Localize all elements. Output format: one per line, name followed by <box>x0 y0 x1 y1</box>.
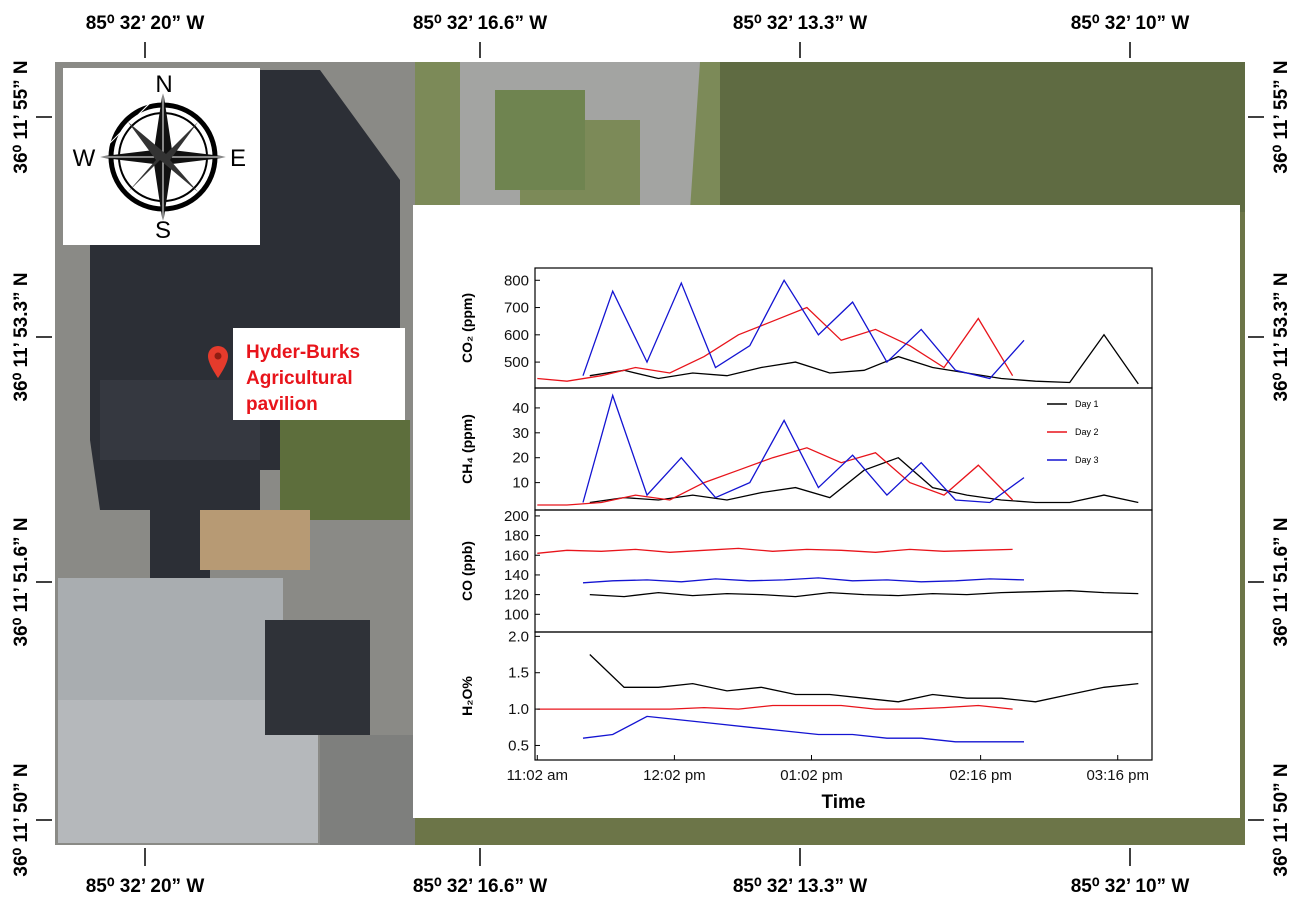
coord-label: 36⁰ 11’ 51.6” N <box>1271 517 1292 646</box>
x-tick-label: 03:16 pm <box>1086 767 1149 784</box>
coord-label: 85⁰ 32’ 16.6” W <box>413 13 547 34</box>
y-tick-label: 200 <box>504 508 529 525</box>
y-tick-label: 0.5 <box>508 737 529 754</box>
compass-east: E <box>230 145 246 172</box>
place-label: Agricultural <box>246 368 353 389</box>
compass-south: S <box>155 217 171 244</box>
coord-label: 36⁰ 11’ 55” N <box>1271 60 1292 173</box>
y-tick-label: 700 <box>504 300 529 317</box>
coord-label: 36⁰ 11’ 51.6” N <box>11 517 32 646</box>
legend-label: Day 3 <box>1075 455 1099 465</box>
x-tick-label: 01:02 pm <box>780 767 843 784</box>
x-tick-label: 11:02 am <box>507 767 568 784</box>
coord-label: 36⁰ 11’ 53.3” N <box>1271 272 1292 401</box>
y-axis-label: H₂O% <box>459 676 475 716</box>
compass-west: W <box>73 145 96 172</box>
y-tick-label: 140 <box>504 567 529 584</box>
place-label: pavilion <box>246 394 318 415</box>
y-tick-label: 10 <box>512 475 529 492</box>
y-tick-label: 160 <box>504 547 529 564</box>
coord-label: 85⁰ 32’ 13.3” W <box>733 13 867 34</box>
y-tick-label: 600 <box>504 327 529 344</box>
y-tick-label: 500 <box>504 354 529 371</box>
place-marker: Hyder-Burks Agricultural pavilion <box>208 328 405 420</box>
coord-label: 36⁰ 11’ 50” N <box>1271 763 1292 876</box>
coord-label: 36⁰ 11’ 55” N <box>11 60 32 173</box>
y-tick-label: 120 <box>504 587 529 604</box>
y-tick-label: 30 <box>512 425 529 442</box>
y-tick-label: 20 <box>512 450 529 467</box>
coord-label: 36⁰ 11’ 50” N <box>11 763 32 876</box>
figure: N E S W Hyder-Burks Agricultural pavilio… <box>0 0 1294 899</box>
coord-label: 85⁰ 32’ 10” W <box>1071 876 1190 897</box>
y-tick-label: 800 <box>504 272 529 289</box>
y-tick-label: 40 <box>512 400 529 417</box>
y-axis-label: CH₄ (ppm) <box>459 414 475 484</box>
x-tick-label: 02:16 pm <box>949 767 1012 784</box>
y-tick-label: 1.0 <box>508 701 529 718</box>
legend-label: Day 1 <box>1075 399 1099 409</box>
place-label: Hyder-Burks <box>246 342 360 363</box>
y-tick-label: 180 <box>504 528 529 545</box>
x-axis-label: Time <box>821 792 865 813</box>
coord-label: 85⁰ 32’ 20” W <box>86 876 205 897</box>
page: N E S W Hyder-Burks Agricultural pavilio… <box>0 0 1294 904</box>
compass-north: N <box>155 71 172 98</box>
coord-label: 85⁰ 32’ 20” W <box>86 13 205 34</box>
coord-label: 36⁰ 11’ 53.3” N <box>11 272 32 401</box>
y-tick-label: 100 <box>504 606 529 623</box>
coord-label: 85⁰ 32’ 10” W <box>1071 13 1190 34</box>
coord-label: 85⁰ 32’ 16.6” W <box>413 876 547 897</box>
legend-label: Day 2 <box>1075 427 1099 437</box>
y-axis-label: CO (ppb) <box>459 541 475 601</box>
y-tick-label: 1.5 <box>508 665 529 682</box>
x-tick-label: 12:02 pm <box>643 767 706 784</box>
chart-inset <box>413 205 1240 818</box>
compass: N E S W <box>63 68 260 245</box>
y-tick-label: 2.0 <box>508 628 529 645</box>
coord-label: 85⁰ 32’ 13.3” W <box>733 876 867 897</box>
y-axis-label: CO₂ (ppm) <box>459 293 475 363</box>
